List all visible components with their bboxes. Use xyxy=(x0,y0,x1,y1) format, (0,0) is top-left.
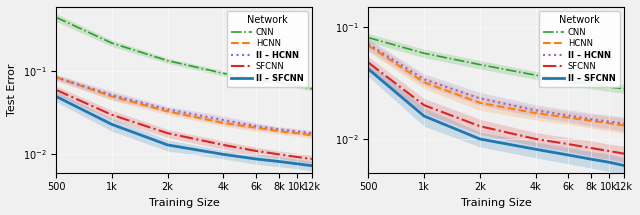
SFCNN xyxy=(564,143,572,145)
CNN xyxy=(620,88,628,90)
II – HCNN xyxy=(364,43,372,45)
II – HCNN xyxy=(420,78,428,81)
HCNN xyxy=(364,44,372,47)
CNN xyxy=(108,42,116,44)
II – SFCNN xyxy=(588,158,595,161)
SFCNN xyxy=(420,104,428,106)
SFCNN xyxy=(252,150,260,152)
II – HCNN xyxy=(275,128,283,131)
II – SFCNN xyxy=(52,95,60,98)
Line: SFCNN: SFCNN xyxy=(56,90,312,159)
CNN xyxy=(275,81,283,84)
HCNN xyxy=(293,132,301,135)
II – SFCNN xyxy=(164,144,172,146)
Legend: CNN, HCNN, II – HCNN, SFCNN, II – SFCNN: CNN, HCNN, II – HCNN, SFCNN, II – SFCNN xyxy=(539,11,620,87)
SFCNN xyxy=(620,152,628,155)
Line: CNN: CNN xyxy=(56,17,312,89)
II – SFCNN xyxy=(620,164,628,167)
X-axis label: Training Size: Training Size xyxy=(148,198,220,208)
II – HCNN xyxy=(308,132,316,135)
SFCNN xyxy=(52,89,60,91)
HCNN xyxy=(532,112,540,114)
II – SFCNN xyxy=(364,68,372,70)
SFCNN xyxy=(364,61,372,64)
II – HCNN xyxy=(620,122,628,125)
II – HCNN xyxy=(564,114,572,117)
Line: CNN: CNN xyxy=(368,38,624,89)
SFCNN xyxy=(532,138,540,140)
II – SFCNN xyxy=(605,161,613,164)
HCNN xyxy=(308,134,316,137)
SFCNN xyxy=(476,125,484,127)
CNN xyxy=(293,84,301,87)
SFCNN xyxy=(308,158,316,160)
Line: II – HCNN: II – HCNN xyxy=(56,77,312,133)
II – SFCNN xyxy=(108,123,116,126)
II – HCNN xyxy=(252,125,260,127)
II – SFCNN xyxy=(275,160,283,163)
II – HCNN xyxy=(476,97,484,100)
Y-axis label: Test Error: Test Error xyxy=(7,64,17,116)
HCNN xyxy=(476,101,484,104)
II – SFCNN xyxy=(532,148,540,150)
II – HCNN xyxy=(588,118,595,120)
II – HCNN xyxy=(220,119,227,121)
Legend: CNN, HCNN, II – HCNN, SFCNN, II – SFCNN: CNN, HCNN, II – HCNN, SFCNN, II – SFCNN xyxy=(227,11,308,87)
II – HCNN xyxy=(293,130,301,133)
II – HCNN xyxy=(605,120,613,123)
CNN xyxy=(420,52,428,55)
CNN xyxy=(252,78,260,81)
HCNN xyxy=(108,95,116,98)
II – SFCNN xyxy=(293,163,301,165)
HCNN xyxy=(564,116,572,119)
Line: II – HCNN: II – HCNN xyxy=(368,44,624,124)
II – SFCNN xyxy=(220,153,227,156)
HCNN xyxy=(164,110,172,113)
II – SFCNN xyxy=(308,164,316,167)
SFCNN xyxy=(605,150,613,152)
HCNN xyxy=(605,122,613,124)
CNN xyxy=(532,74,540,77)
CNN xyxy=(564,80,572,82)
CNN xyxy=(220,72,227,75)
HCNN xyxy=(220,121,227,124)
SFCNN xyxy=(293,156,301,158)
HCNN xyxy=(52,76,60,79)
II – HCNN xyxy=(52,76,60,79)
X-axis label: Training Size: Training Size xyxy=(461,198,532,208)
II – SFCNN xyxy=(476,138,484,140)
Line: HCNN: HCNN xyxy=(368,46,624,125)
CNN xyxy=(588,83,595,85)
SFCNN xyxy=(164,132,172,135)
HCNN xyxy=(252,126,260,129)
Line: HCNN: HCNN xyxy=(56,77,312,135)
Line: II – SFCNN: II – SFCNN xyxy=(368,69,624,166)
HCNN xyxy=(275,130,283,133)
CNN xyxy=(164,59,172,62)
II – SFCNN xyxy=(252,158,260,160)
CNN xyxy=(364,36,372,39)
SFCNN xyxy=(588,147,595,149)
Line: II – SFCNN: II – SFCNN xyxy=(56,96,312,166)
II – SFCNN xyxy=(564,154,572,156)
CNN xyxy=(476,63,484,66)
SFCNN xyxy=(108,114,116,116)
SFCNN xyxy=(220,144,227,146)
SFCNN xyxy=(275,153,283,156)
CNN xyxy=(308,87,316,90)
HCNN xyxy=(420,81,428,84)
II – HCNN xyxy=(108,94,116,96)
II – SFCNN xyxy=(420,115,428,117)
II – HCNN xyxy=(532,109,540,112)
HCNN xyxy=(588,120,595,122)
Line: SFCNN: SFCNN xyxy=(368,63,624,154)
HCNN xyxy=(620,124,628,127)
CNN xyxy=(605,86,613,88)
CNN xyxy=(52,16,60,18)
II – HCNN xyxy=(164,108,172,111)
